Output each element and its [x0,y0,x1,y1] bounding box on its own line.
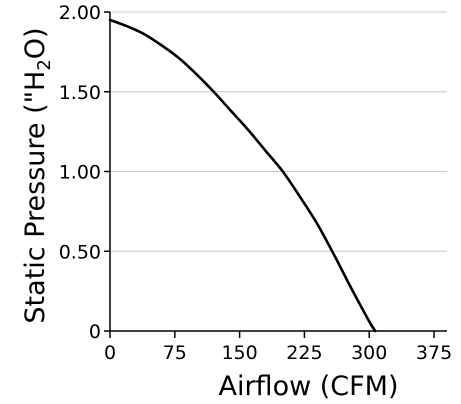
x-tick-label-4: 300 [351,342,387,364]
series-layer [108,18,377,333]
x-tick-label-1: 75 [163,342,187,364]
x-axis-title: Airflow (CFM) [218,371,398,402]
y-axis-title-suffix: O) [20,27,51,59]
y-tick-label-1: 0.50 [59,241,101,263]
grid-layer [110,11,447,252]
y-axis-title-subscript: 2 [34,59,55,70]
y-tick-label-3: 1.50 [59,82,101,104]
ticks-layer: 0 0.50 1.00 1.50 2.00 0 75 150 225 300 375 [59,2,452,364]
x-tick-label-3: 225 [286,342,322,364]
x-tick-label-2: 150 [221,342,257,364]
y-tick-label-0: 0 [89,321,101,343]
y-tick-label-4: 2.00 [59,2,101,24]
y-axis-title: Static Pressure ("H2O) [20,27,55,323]
y-axis-title-prefix: Static Pressure ("H [20,71,51,324]
x-tick-label-0: 0 [104,342,116,364]
series-line-0 [108,18,377,333]
x-tick-label-5: 375 [416,342,452,364]
y-tick-label-2: 1.00 [59,162,101,184]
